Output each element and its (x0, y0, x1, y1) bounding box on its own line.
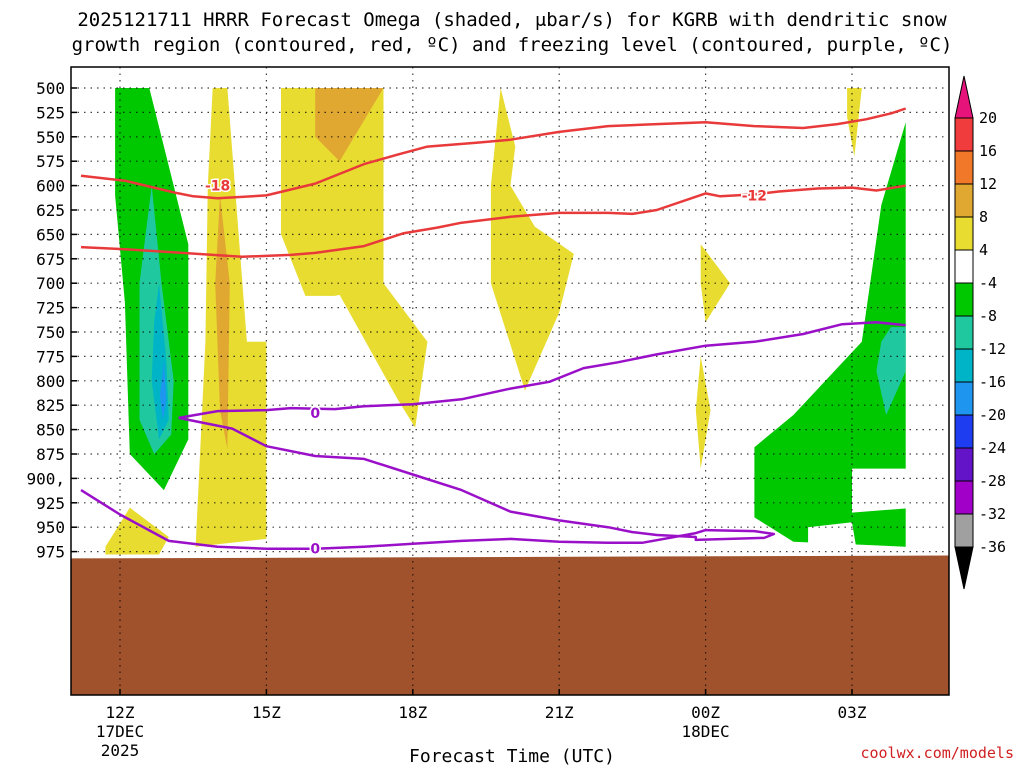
y-tick-label: 850 (36, 421, 65, 440)
y-tick-label: 875 (36, 445, 65, 464)
colorbar-label: 20 (979, 109, 997, 127)
y-tick-label: 900, (26, 469, 65, 488)
y-tick-label: 550 (36, 128, 65, 147)
y-tick-label: 650 (36, 225, 65, 244)
grid (71, 67, 949, 695)
colorbar-bin (954, 282, 974, 317)
credit-text: coolwx.com/models (860, 744, 1014, 762)
y-tick-label: 775 (36, 347, 65, 366)
omega-region-descent-patch-e (695, 356, 711, 469)
x-tick-date: 17DEC (96, 722, 144, 741)
colorbar-label: 4 (979, 241, 988, 259)
colorbar-bin (954, 348, 974, 383)
colorbar-label: -24 (979, 439, 1006, 457)
colorbar-bin (954, 381, 974, 416)
x-tick-label: 00Z (691, 703, 720, 722)
colorbar-bin (954, 216, 974, 251)
plot-area (71, 67, 949, 695)
omega-region-descent-band-b-max (315, 88, 384, 162)
y-tick-label: 675 (36, 250, 65, 269)
x-tick-label: 03Z (838, 703, 867, 722)
y-tick-label: 625 (36, 201, 65, 220)
colorbar-bottom-arrow (954, 546, 974, 590)
x-tick-label: 12Z (106, 703, 135, 722)
contour-dgz-minus-18 (80, 107, 907, 200)
x-tick-label: 21Z (545, 703, 574, 722)
y-tick-label: 975 (36, 543, 65, 562)
colorbar-label: -8 (979, 307, 997, 325)
omega-region-ascent-core-left-max (160, 361, 167, 420)
y-tick-label: 800 (36, 372, 65, 391)
colorbar-bin (954, 150, 974, 185)
colorbar-label: -32 (979, 505, 1006, 523)
y-tick-label: 950 (36, 518, 65, 537)
omega-region-hole-right (852, 468, 916, 513)
contour-freezing-level-lower (80, 416, 776, 550)
colorbar: 20 16 12 8 4 -4 -8 -12 -16 -20 -24 -28 -32 -36 (954, 75, 1006, 590)
x-tick-date: 18DEC (682, 722, 730, 741)
omega-region-ascent-band-right (754, 88, 906, 547)
omega-region-hole-right-strip (808, 522, 857, 552)
y-tick-label: 575 (36, 152, 65, 171)
colorbar-bin (954, 117, 974, 152)
y-tick-label: 925 (36, 494, 65, 513)
omega-region-descent-band-b (281, 88, 428, 428)
x-tick-label: 15Z (252, 703, 281, 722)
colorbar-label: -20 (979, 406, 1006, 424)
omega-region-ascent-core-right (876, 327, 906, 415)
colorbar-label: -28 (979, 472, 1006, 490)
x-tick-year: 2025 (101, 741, 140, 760)
contour-label-freezing-level-lower: 0 (310, 542, 320, 558)
contour-dgz-minus-12 (80, 184, 906, 259)
contour-freezing-level-upper (178, 320, 906, 420)
colorbar-bin (954, 513, 974, 548)
contour-label-freezing-level-upper: 0 (310, 406, 320, 422)
axes: 500 525 550 575 600 625 650 675 700 725 750 775 800 8… (26, 66, 950, 760)
y-tick-label: 700 (36, 274, 65, 293)
colorbar-label: -36 (979, 538, 1006, 556)
y-tick-label: 600 (36, 177, 65, 196)
colorbar-label: 12 (979, 175, 997, 193)
colorbar-label: -12 (979, 340, 1006, 358)
chart-title: 2025121711 HRRR Forecast Omega (shaded, … (77, 9, 947, 31)
x-axis-title: Forecast Time (UTC) (409, 746, 615, 767)
colorbar-label: 16 (979, 142, 997, 160)
colorbar-bin (954, 480, 974, 515)
colorbar-bin (954, 414, 974, 449)
contour-label-dgz-minus-18: -18 (205, 179, 230, 195)
y-tick-label: 725 (36, 299, 65, 318)
colorbar-label: 8 (979, 208, 988, 226)
y-tick-label: 825 (36, 396, 65, 415)
chart-subtitle: growth region (contoured, red, ºC) and f… (71, 34, 953, 56)
colorbar-label: -4 (979, 274, 997, 292)
contours: -18 -12 0 0 (80, 107, 907, 559)
y-tick-label: 525 (36, 103, 65, 122)
y-tick-label: 750 (36, 323, 65, 342)
omega-region-descent-band-a (195, 88, 267, 547)
omega-region-descent-band-c (490, 88, 574, 391)
contour-label-dgz-minus-12: -12 (742, 188, 767, 204)
omega-region-descent-band-a-max (215, 195, 230, 450)
x-tick-label: 18Z (398, 703, 427, 722)
terrain-surface (71, 555, 949, 695)
colorbar-bin (954, 315, 974, 350)
colorbar-bin (954, 447, 974, 482)
colorbar-top-arrow (954, 75, 974, 119)
y-tick-label: 500 (36, 79, 65, 98)
omega-region-descent-patch-g (105, 507, 169, 555)
colorbar-label: -16 (979, 373, 1006, 391)
colorbar-bin (954, 183, 974, 218)
colorbar-bin (954, 249, 974, 284)
